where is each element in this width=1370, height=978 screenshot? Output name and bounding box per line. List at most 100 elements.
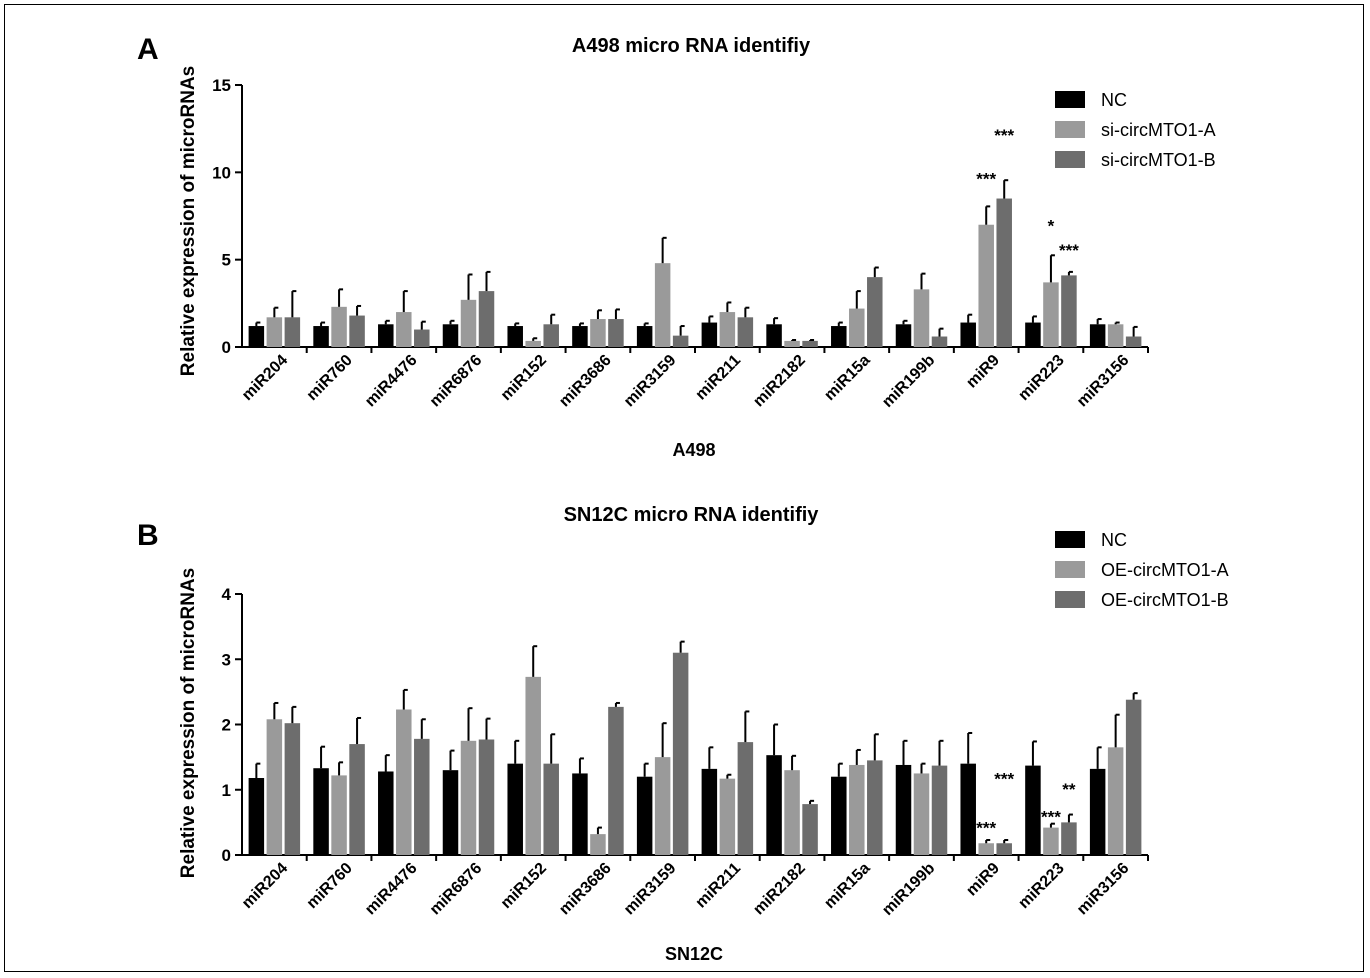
panel-a-bar-si-circmto1-b <box>478 291 495 347</box>
panel-b-bar-oe-circmto1-b <box>867 760 883 855</box>
panel-b-y-tick-label: 0 <box>222 846 231 865</box>
panel-b-legend: NC OE-circMTO1-A OE-circMTO1-B <box>1055 530 1229 610</box>
panel-a-significance-label: *** <box>976 170 996 189</box>
panel-a-title: A498 micro RNA identifiy <box>572 35 811 57</box>
panel-a-y-tick-label: 0 <box>222 338 231 357</box>
panel-a-bar-si-circmto1-a <box>913 289 930 347</box>
panel-b-bar-oe-circmto1-b <box>1125 699 1142 855</box>
panel-b-bar-oe-circmto1-a <box>460 740 477 855</box>
panel-b-bar-oe-circmto1-b <box>931 765 948 855</box>
panel-b-xlabel: SN12C <box>665 944 723 964</box>
panel-b-significance-label: *** <box>1041 807 1061 826</box>
panel-a-category-label: miR4476 <box>362 352 421 411</box>
panel-a-bar-si-circmto1-b <box>802 340 818 347</box>
panel-b-significance-label: ** <box>1062 780 1076 799</box>
panel-b-bar-oe-circmto1-b <box>414 738 430 855</box>
panel-b-bar-nc <box>636 776 653 855</box>
panel-a-bar-si-circmto1-a <box>525 340 541 347</box>
panel-a-bar-si-circmto1-a <box>719 312 736 347</box>
panel-b-title: SN12C micro RNA identifiy <box>564 504 820 526</box>
panel-b-bar-oe-circmto1-b <box>996 843 1012 855</box>
panel-b-bar-nc <box>701 768 718 855</box>
panel-b-bar-oe-circmto1-a <box>913 773 930 855</box>
panel-a-bar-nc <box>636 326 653 347</box>
panel-b-letter: B <box>137 519 159 552</box>
panel-b-ylabel: Relative expression of microRNAs <box>178 568 199 878</box>
panel-b-bar-nc <box>895 764 912 855</box>
panel-b-bar-nc <box>831 776 847 855</box>
panel-b-bar-oe-circmto1-a <box>1107 747 1124 855</box>
panel-b-bar-oe-circmto1-b <box>349 744 365 855</box>
panel-b-category-label: miR760 <box>304 860 356 912</box>
panel-b-bar-nc <box>1089 768 1106 855</box>
panel-b-bar-oe-circmto1-a <box>331 775 347 855</box>
panel-a-bar-si-circmto1-b <box>1125 336 1142 347</box>
panel-b-bar-oe-circmto1-a <box>978 843 994 855</box>
panel-a-bar-nc <box>766 324 782 347</box>
panel-b-significance-label: *** <box>994 770 1014 789</box>
panel-b-y-tick-label: 3 <box>222 650 231 669</box>
panel-b-bar-nc <box>442 770 459 855</box>
panel-b-category-label: miR223 <box>1015 860 1067 912</box>
panel-b-bar-oe-circmto1-a <box>1043 827 1059 855</box>
panel-a-y-tick-label: 5 <box>222 251 231 270</box>
legend-a-label-nc: NC <box>1101 90 1127 110</box>
panel-a-bar-nc <box>572 326 588 347</box>
panel-b-bar-nc <box>766 755 782 855</box>
panel-a-bar-si-circmto1-b <box>414 329 430 347</box>
panel-a-bar-si-circmto1-a <box>266 317 283 347</box>
panel-b-category-label: miR199b <box>879 860 938 919</box>
panel-a-category-label: miR15a <box>821 352 873 404</box>
panel-b-category-label: miR3686 <box>556 860 615 919</box>
panel-a-ylabel: Relative expression of microRNAs <box>178 66 199 376</box>
panel-a-bar-si-circmto1-b <box>672 335 689 347</box>
panel-b-bar-oe-circmto1-b <box>478 739 495 855</box>
legend-b-swatch-nc <box>1055 531 1085 548</box>
panel-b-bar-oe-circmto1-b <box>543 763 559 855</box>
panel-b-bar-oe-circmto1-b <box>1061 822 1077 855</box>
panel-a-category-label: miR760 <box>304 352 356 404</box>
panel-b-bar-oe-circmto1-a <box>590 834 606 855</box>
panel-b-bar-oe-circmto1-a <box>396 709 412 855</box>
legend-b-label-oe-a: OE-circMTO1-A <box>1101 560 1229 580</box>
panel-a-category-label: miR9 <box>963 352 1003 392</box>
panel-a-bar-si-circmto1-b <box>1061 275 1077 347</box>
panel-b: B SN12C micro RNA identifiy Relative exp… <box>137 504 1229 964</box>
panel-b-category-label: miR4476 <box>362 860 421 919</box>
panel-b-category-label: miR2182 <box>750 860 809 919</box>
panel-a-category-label: miR152 <box>498 352 550 404</box>
panel-b-bar-oe-circmto1-a <box>266 719 283 855</box>
panel-b-bar-oe-circmto1-b <box>672 652 689 855</box>
legend-a-label-si-a: si-circMTO1-A <box>1101 120 1216 140</box>
panel-a-bar-si-circmto1-b <box>284 317 301 347</box>
panel-a-category-label: miR199b <box>879 352 938 411</box>
panel-a-bar-si-circmto1-b <box>996 198 1012 347</box>
panel-b-bar-oe-circmto1-b <box>284 723 301 855</box>
panel-b-bar-nc <box>572 773 588 855</box>
panel-b-bar-nc <box>1025 765 1041 855</box>
panel-b-y-tick-label: 2 <box>222 716 231 735</box>
panel-a-significance-label: * <box>1048 217 1055 236</box>
panel-a-bar-si-circmto1-b <box>349 315 365 347</box>
panel-a-bar-si-circmto1-a <box>331 306 347 347</box>
panel-b-bar-nc <box>313 768 329 855</box>
panel-b-bar-oe-circmto1-a <box>719 778 736 855</box>
panel-a-letter: A <box>137 33 159 66</box>
panel-b-bar-oe-circmto1-b <box>737 742 754 855</box>
figure-canvas: A A498 micro RNA identifiy Relative expr… <box>137 33 1229 964</box>
panel-a-category-label: miR6876 <box>427 352 486 411</box>
panel-a-bar-si-circmto1-b <box>867 277 883 347</box>
panel-a-bar-si-circmto1-a <box>396 312 412 347</box>
panel-a-category-label: miR2182 <box>750 352 809 411</box>
legend-a-swatch-nc <box>1055 91 1085 108</box>
panel-a-xlabel: A498 <box>672 440 715 460</box>
panel-b-bar-nc <box>378 771 394 855</box>
panel-a-bar-nc <box>248 326 265 347</box>
panel-b-category-label: miR9 <box>963 860 1003 900</box>
panel-a-bar-nc <box>701 322 718 347</box>
panel-a-bar-si-circmto1-a <box>784 340 800 347</box>
panel-b-bar-oe-circmto1-b <box>802 804 818 855</box>
panel-a: A A498 micro RNA identifiy Relative expr… <box>137 33 1216 460</box>
figure-frame: A A498 micro RNA identifiy Relative expr… <box>4 4 1364 972</box>
